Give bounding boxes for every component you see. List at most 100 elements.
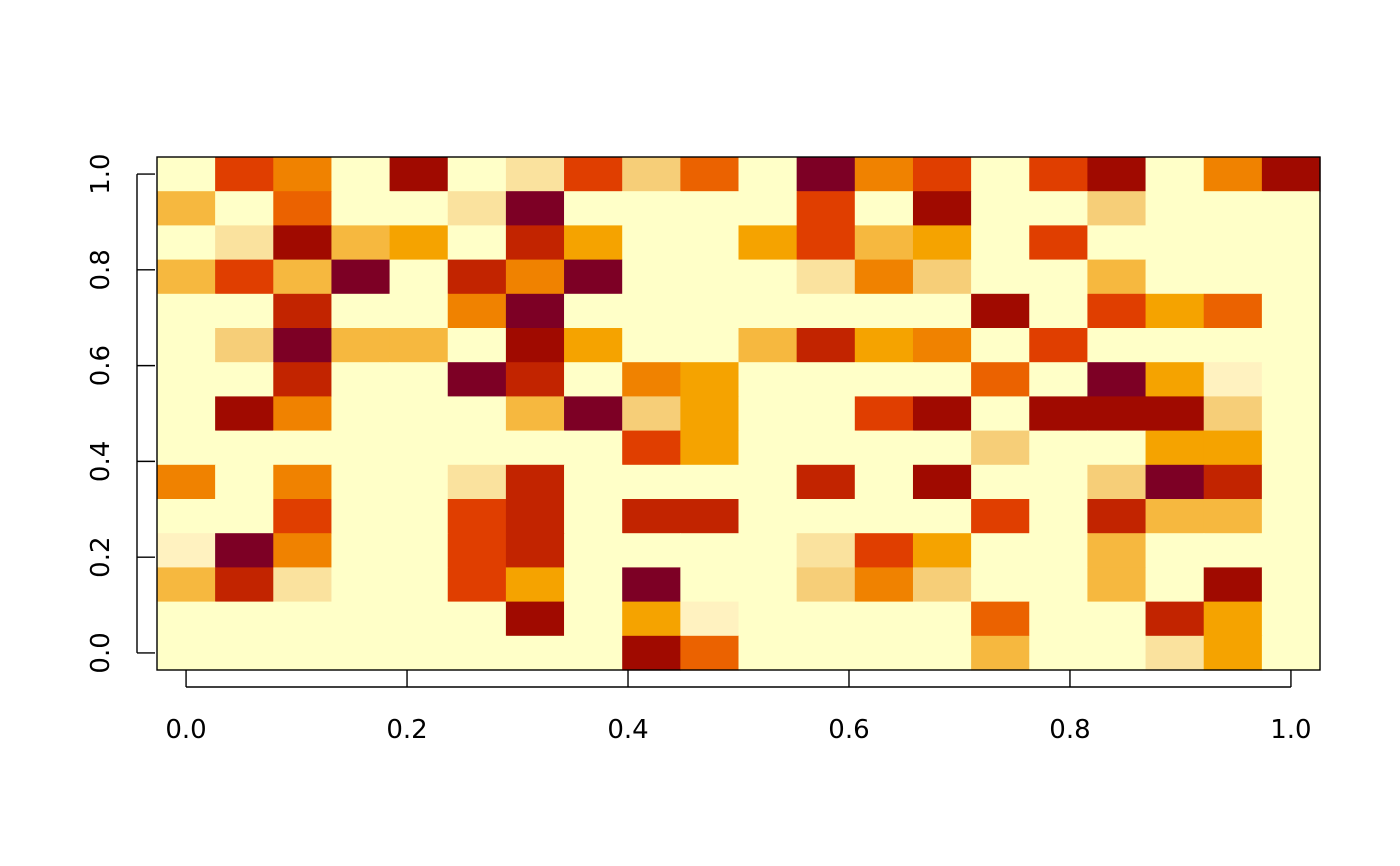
heatmap-cell [912, 191, 972, 226]
heatmap-cell [215, 533, 274, 568]
heatmap-cell [796, 328, 856, 363]
heatmap-cell [854, 567, 914, 603]
x-tick-label: 0.2 [386, 715, 427, 745]
heatmap-cell [447, 191, 507, 226]
heatmap-cell [1087, 225, 1147, 261]
heatmap-cell [912, 601, 972, 637]
heatmap-cell [156, 464, 216, 500]
heatmap-cell [331, 430, 391, 466]
heatmap-cell [971, 396, 1030, 432]
heatmap-cell [447, 293, 507, 329]
heatmap-cell [1203, 499, 1263, 534]
heatmap-cell [738, 156, 798, 192]
heatmap-cell [156, 225, 216, 261]
heatmap-cell [1087, 567, 1147, 603]
heatmap-cell [1261, 601, 1321, 637]
heatmap-cell [156, 567, 216, 603]
heatmap-cell [273, 430, 333, 466]
heatmap-cell [1145, 362, 1205, 397]
heatmap-cell [912, 499, 972, 534]
heatmap-cell [854, 328, 914, 363]
heatmap-cell [738, 499, 798, 534]
heatmap-cell [738, 225, 798, 261]
heatmap-cell [854, 225, 914, 261]
heatmap-cell [680, 191, 740, 226]
heatmap-cell [447, 533, 507, 568]
heatmap-cell [1029, 635, 1089, 671]
heatmap-cell [854, 533, 914, 568]
heatmap-cell [331, 499, 391, 534]
heatmap-cell [622, 225, 681, 261]
heatmap-cell [273, 259, 333, 295]
heatmap-cell [389, 430, 449, 466]
heatmap-cell [273, 601, 333, 637]
heatmap-cell [389, 259, 449, 295]
heatmap-cell [1029, 533, 1089, 568]
heatmap-cell [564, 293, 623, 329]
heatmap-cell [156, 156, 216, 192]
heatmap-cell [156, 430, 216, 466]
heatmap-cell [1203, 635, 1263, 671]
y-tick-label: 0.0 [86, 632, 116, 673]
heatmap-cell [738, 533, 798, 568]
heatmap-cell [156, 635, 216, 671]
heatmap-cell [796, 430, 856, 466]
heatmap-cell [331, 396, 391, 432]
heatmap-cell [215, 601, 274, 637]
heatmap-cell [622, 601, 681, 637]
heatmap-cell [1261, 567, 1321, 603]
heatmap-cell [447, 567, 507, 603]
heatmap-cell [505, 567, 565, 603]
heatmap-cell [1029, 464, 1089, 500]
heatmap-cell [971, 259, 1030, 295]
heatmap-cell [796, 635, 856, 671]
heatmap-cell [273, 635, 333, 671]
heatmap-cell [389, 499, 449, 534]
heatmap-cell [971, 328, 1030, 363]
heatmap-cell [273, 396, 333, 432]
heatmap-cell [1203, 328, 1263, 363]
heatmap-cell [622, 464, 681, 500]
heatmap-cell [1029, 156, 1089, 192]
heatmap-cell [680, 635, 740, 671]
heatmap-cell [505, 430, 565, 466]
heatmap-cell [215, 499, 274, 534]
heatmap-cell [738, 464, 798, 500]
heatmap-cell [680, 499, 740, 534]
heatmap-cell [564, 567, 623, 603]
heatmap-cell [738, 396, 798, 432]
heatmap-cell [1087, 430, 1147, 466]
heatmap-cell [505, 464, 565, 500]
heatmap-cell [854, 635, 914, 671]
heatmap-cell [1203, 191, 1263, 226]
heatmap-cell [1087, 601, 1147, 637]
heatmap-cell [156, 293, 216, 329]
heatmap-cell [1261, 533, 1321, 568]
heatmap-cell [1203, 464, 1263, 500]
heatmap-cell [1203, 533, 1263, 568]
heatmap-cell [680, 293, 740, 329]
heatmap-cell [1087, 156, 1147, 192]
heatmap-cell [564, 396, 623, 432]
heatmap-cell [1087, 464, 1147, 500]
heatmap-cell [389, 601, 449, 637]
heatmap-cells [156, 156, 1321, 671]
heatmap-cell [331, 328, 391, 363]
heatmap-cell [680, 225, 740, 261]
heatmap-cell [505, 396, 565, 432]
heatmap-cell [971, 601, 1030, 637]
x-tick-label: 0.8 [1049, 715, 1090, 745]
heatmap-cell [1029, 328, 1089, 363]
heatmap-cell [331, 259, 391, 295]
heatmap-cell [273, 293, 333, 329]
heatmap-cell [622, 156, 681, 192]
heatmap-cell [1029, 601, 1089, 637]
heatmap-cell [738, 293, 798, 329]
heatmap-cell [622, 396, 681, 432]
heatmap-cell [738, 362, 798, 397]
heatmap-cell [1203, 430, 1263, 466]
heatmap-cell [564, 533, 623, 568]
heatmap-cell [854, 499, 914, 534]
heatmap-cell [447, 635, 507, 671]
heatmap-cell [331, 225, 391, 261]
